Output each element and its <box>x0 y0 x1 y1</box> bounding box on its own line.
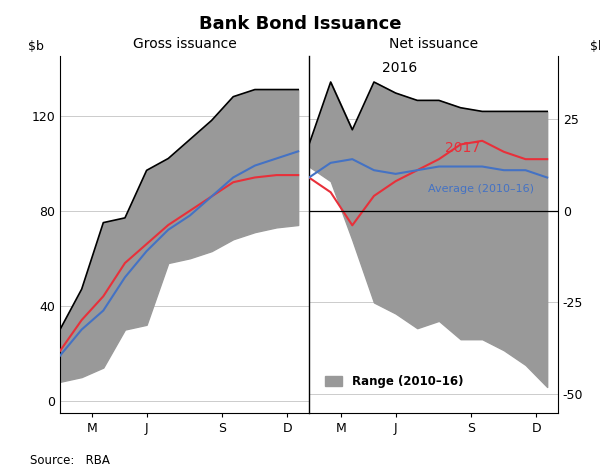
Text: $b: $b <box>590 40 600 53</box>
Text: Bank Bond Issuance: Bank Bond Issuance <box>199 15 401 33</box>
Title: Gross issuance: Gross issuance <box>133 37 236 51</box>
Text: 2017: 2017 <box>445 141 481 155</box>
Text: 2016: 2016 <box>382 61 418 75</box>
Text: Source:   RBA: Source: RBA <box>30 454 110 467</box>
Legend: Range (2010–16): Range (2010–16) <box>320 370 468 393</box>
Title: Net issuance: Net issuance <box>389 37 478 51</box>
Text: Average (2010–16): Average (2010–16) <box>428 183 534 194</box>
Text: $b: $b <box>28 40 44 53</box>
